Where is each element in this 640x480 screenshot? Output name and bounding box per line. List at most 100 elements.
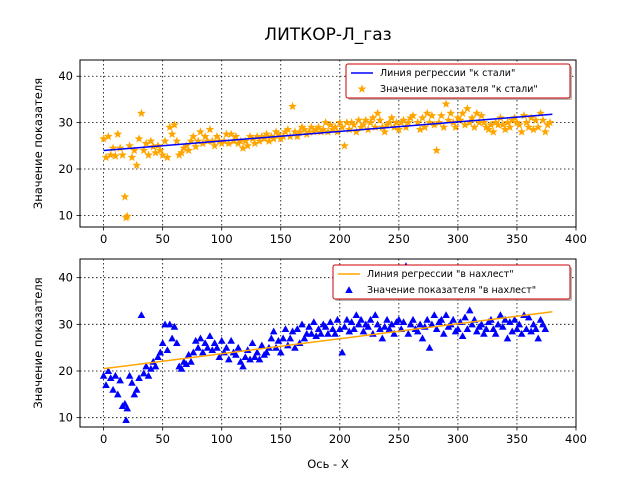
y-axis-label: Значение показателя [31, 277, 45, 408]
data-point-star [328, 124, 338, 134]
data-point-star [125, 141, 134, 150]
data-point-star [394, 124, 404, 134]
data-point-star [479, 118, 489, 127]
data-point-triangle [305, 322, 313, 330]
data-point-star [243, 141, 253, 150]
data-point-star [340, 141, 349, 150]
y-tick-label: 40 [58, 69, 73, 83]
data-point-triangle [234, 343, 243, 351]
data-point-triangle [413, 327, 422, 335]
data-point-star [250, 138, 260, 148]
legend-box [332, 264, 571, 300]
data-point-triangle [310, 318, 318, 326]
data-point-star [484, 124, 493, 134]
data-point-triangle [279, 334, 287, 342]
data-point-triangle [194, 343, 202, 351]
data-point-star [418, 113, 427, 122]
data-point-triangle [241, 353, 250, 361]
data-point-star [467, 113, 477, 122]
data-point-triangle [536, 315, 545, 323]
data-point-star [377, 122, 387, 131]
data-point-star [455, 115, 465, 125]
data-point-star [344, 124, 354, 134]
data-point-triangle [336, 325, 344, 333]
y-tick-label: 20 [58, 364, 73, 378]
data-point-star [111, 151, 120, 160]
data-point-triangle [196, 334, 205, 342]
data-point-star [335, 118, 345, 127]
data-point-star [505, 122, 515, 131]
data-point-star [274, 129, 283, 138]
data-point-triangle [454, 325, 462, 333]
data-point-star [283, 124, 293, 134]
data-point-star [481, 122, 491, 131]
data-point-triangle [314, 325, 323, 333]
y-tick-label: 10 [58, 411, 73, 425]
data-point-triangle [328, 325, 337, 333]
data-point-star [106, 150, 116, 159]
data-point-star [512, 118, 522, 127]
data-point-triangle [395, 315, 403, 323]
data-point-triangle [213, 343, 221, 351]
data-point-star [507, 115, 517, 125]
data-point-star [368, 113, 378, 122]
data-point-triangle [128, 378, 136, 386]
x-tick-label: 250 [388, 232, 410, 246]
data-point-triangle [498, 322, 507, 330]
data-point-triangle [269, 327, 278, 335]
data-point-star [186, 136, 196, 145]
x-tick-label: 0 [100, 232, 107, 246]
data-point-star [307, 122, 316, 131]
data-point-triangle [527, 327, 535, 335]
data-point-triangle [113, 390, 122, 398]
data-point-triangle [506, 318, 514, 326]
data-point-star [300, 124, 309, 134]
data-point-triangle [154, 353, 162, 361]
data-point-star [382, 120, 392, 129]
data-point-star [115, 143, 125, 152]
data-point-triangle [449, 315, 457, 323]
data-point-triangle [137, 311, 146, 319]
data-point-star [427, 111, 437, 120]
data-point-star [222, 129, 231, 138]
data-point-star [238, 143, 248, 152]
data-point-star [330, 122, 340, 131]
data-point-star [226, 129, 236, 138]
legend-label-points: Значение показателя "в нахлест" [367, 285, 536, 296]
data-point-triangle [291, 343, 299, 351]
data-point-star [212, 131, 222, 141]
data-point-triangle [189, 348, 198, 356]
data-point-star [167, 129, 177, 138]
data-point-star [349, 120, 359, 129]
data-point-star [470, 122, 479, 131]
data-point-star [193, 136, 203, 145]
data-point-star [146, 136, 156, 145]
data-point-triangle [491, 329, 500, 337]
data-point-star [451, 122, 460, 131]
data-point-triangle [385, 325, 394, 333]
data-point-triangle [262, 348, 271, 356]
data-point-triangle [461, 313, 469, 321]
data-point-star [255, 136, 264, 145]
data-point-triangle [437, 315, 446, 323]
data-point-triangle [354, 320, 363, 328]
x-tick-label: 300 [447, 232, 469, 246]
data-point-star [191, 142, 201, 151]
data-point-triangle [510, 315, 519, 323]
regression-line [103, 113, 553, 152]
data-point-star [514, 120, 524, 129]
data-point-triangle [352, 311, 361, 319]
data-point-star [271, 127, 281, 136]
data-point-triangle [168, 334, 176, 342]
data-point-triangle [494, 320, 502, 328]
data-point-triangle [371, 311, 380, 319]
data-point-star [370, 122, 380, 131]
data-point-star [545, 118, 555, 127]
data-point-triangle [222, 343, 231, 351]
data-point-star [245, 131, 255, 141]
regression-line [103, 310, 553, 370]
data-point-star [356, 122, 366, 131]
data-point-triangle [366, 315, 375, 323]
y-tick-label: 20 [58, 162, 73, 176]
